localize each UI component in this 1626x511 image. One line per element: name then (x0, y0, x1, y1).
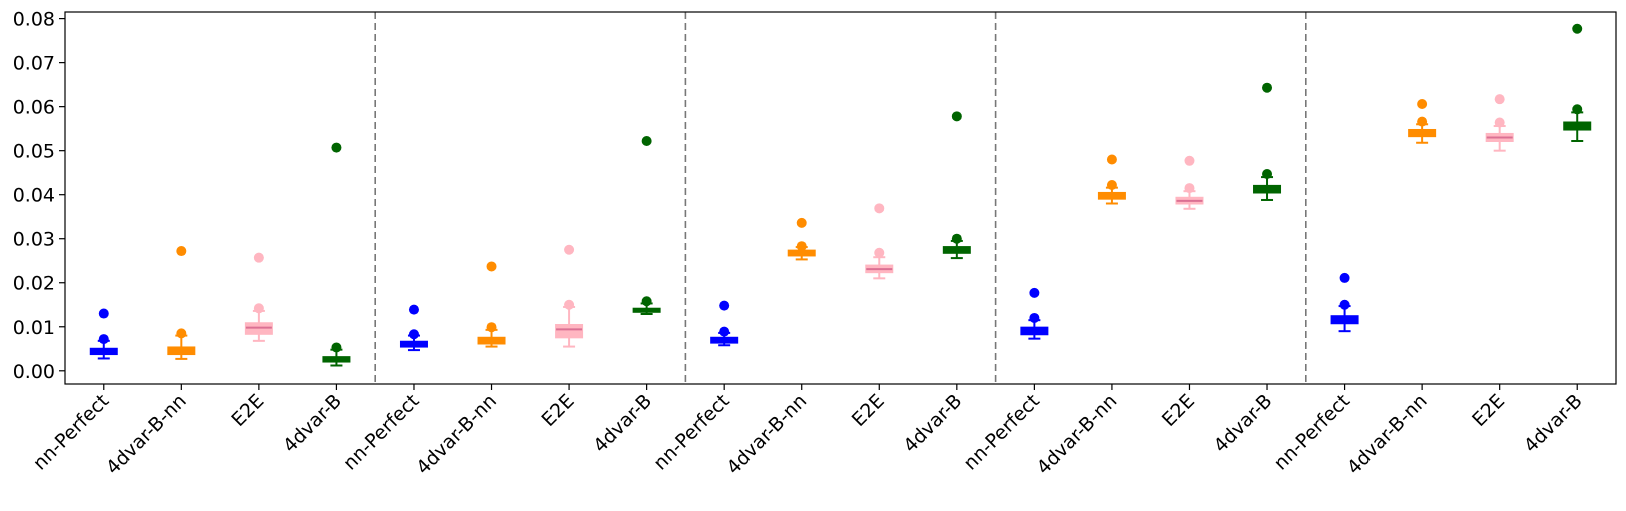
box-flier (641, 135, 652, 146)
box-flier (564, 299, 575, 310)
box-flier (564, 244, 575, 255)
box-group-2 (399, 135, 661, 352)
group-separators (374, 12, 1307, 384)
box-flier (408, 329, 419, 340)
box-flier (98, 308, 109, 319)
y-tick-label: 0.06 (13, 97, 55, 119)
box-flier (98, 334, 109, 345)
box-flier (1339, 299, 1350, 310)
y-tick-label: 0.08 (13, 9, 55, 31)
box-group-3 (710, 111, 971, 347)
box-group-5 (1330, 23, 1592, 333)
box-body (555, 324, 584, 339)
y-tick-label: 0.02 (13, 273, 55, 295)
box-flier (719, 300, 730, 311)
box-flier (1417, 116, 1428, 127)
y-tick-label: 0.04 (13, 185, 55, 207)
box-flier (253, 303, 264, 314)
box-flier (874, 203, 885, 214)
box-flier (1106, 180, 1117, 191)
box-flier (253, 252, 264, 263)
box-flier (176, 328, 187, 339)
box-flier (1106, 154, 1117, 165)
box-flier (1029, 312, 1040, 323)
box-group-4 (1020, 82, 1282, 340)
box-flier (1417, 99, 1428, 110)
y-tick-label: 0.03 (13, 229, 55, 251)
box-flier (874, 247, 885, 258)
box-flier (486, 322, 497, 333)
box-flier (1494, 117, 1505, 128)
box-flier (1572, 23, 1583, 34)
box-flier (719, 326, 730, 337)
box-flier (796, 241, 807, 252)
box-group-1 (89, 142, 351, 367)
box-flier (1184, 155, 1195, 166)
box-flier (641, 296, 652, 307)
box-flier (331, 142, 342, 153)
y-tick-label: 0.01 (13, 317, 55, 339)
box-series (89, 23, 1592, 367)
box-flier (408, 304, 419, 315)
box-flier (1184, 183, 1195, 194)
box-flier (1262, 82, 1273, 93)
box-flier (486, 261, 497, 272)
box-flier (951, 111, 962, 122)
y-tick-label: 0.05 (13, 141, 55, 163)
box-flier (951, 233, 962, 244)
box-flier (1262, 169, 1273, 180)
box-flier (331, 342, 342, 353)
box-flier (1572, 104, 1583, 115)
y-tick-label: 0.00 (13, 361, 55, 383)
box-flier (796, 217, 807, 228)
box-flier (176, 246, 187, 257)
box-flier (1494, 94, 1505, 105)
plot-frame (64, 11, 1617, 385)
box-flier (1339, 272, 1350, 283)
box-flier (1029, 287, 1040, 298)
y-axis: 0.00 0.01 0.02 0.03 0.04 0.05 0.06 0.07 0.08 (13, 9, 65, 383)
y-tick-label: 0.07 (13, 53, 55, 75)
